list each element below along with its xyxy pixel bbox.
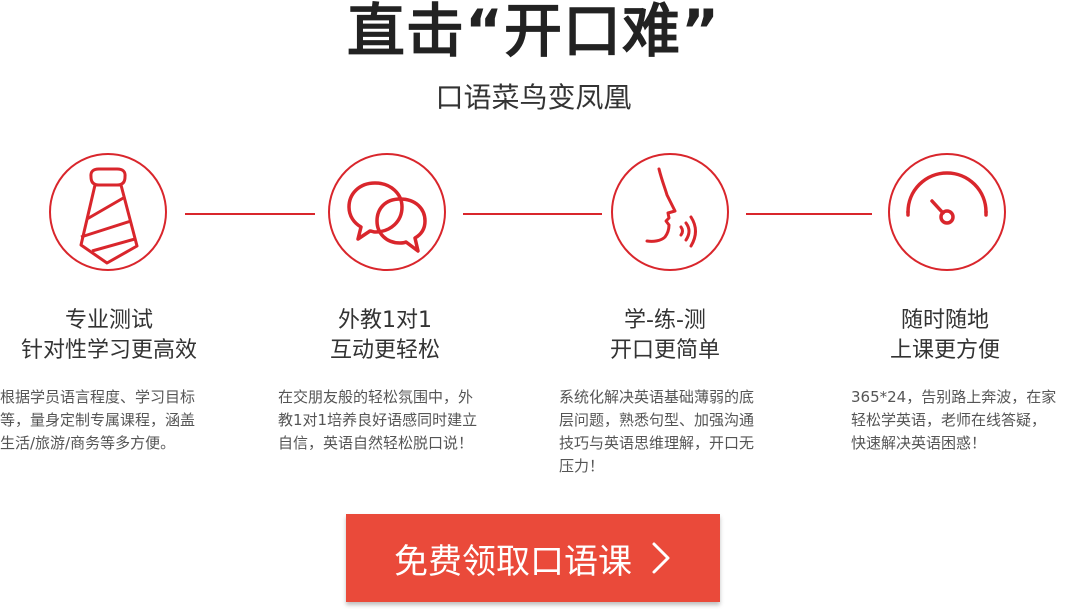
connector-line-2 bbox=[463, 213, 602, 215]
feature-desc-line: 轻松学英语，老师在线答疑， bbox=[851, 411, 1047, 429]
feature-desc-line: 生活/旅游/商务等多方便。 bbox=[0, 434, 176, 452]
feature-icon-circle-3 bbox=[611, 153, 729, 271]
feature-desc-1: 根据学员语言程度、学习目标 等，量身定制专属课程，涵盖 生活/旅游/商务等多方便… bbox=[0, 386, 225, 455]
cta-label: 免费领取口语课 bbox=[394, 541, 632, 582]
necktie-icon bbox=[79, 167, 139, 265]
feature-title-line: 外教1对1 bbox=[338, 308, 432, 333]
feature-desc-line: 技巧与英语思维理解，开口无 bbox=[559, 434, 755, 452]
feature-desc-line: 压力！ bbox=[559, 457, 605, 475]
connector-line-3 bbox=[746, 213, 872, 215]
feature-desc-line: 在交朋友般的轻松氛围中，外 bbox=[278, 388, 474, 406]
feature-desc-line: 系统化解决英语基础薄弱的底 bbox=[559, 388, 755, 406]
feature-desc-line: 根据学员语言程度、学习目标 bbox=[0, 388, 196, 406]
free-oral-class-button[interactable]: 免费领取口语课 bbox=[346, 514, 720, 602]
feature-title-line: 学-练-测 bbox=[624, 308, 706, 333]
feature-title-2: 外教1对1 互动更轻松 bbox=[260, 306, 510, 366]
feature-desc-line: 层问题，熟悉句型、加强沟通 bbox=[559, 411, 755, 429]
feature-title-line: 随时随地 bbox=[900, 308, 989, 333]
feature-desc-line: 自信，英语自然轻松脱口说！ bbox=[278, 434, 474, 452]
feature-title-line: 开口更简单 bbox=[609, 338, 720, 363]
feature-desc-2: 在交朋友般的轻松氛围中，外 教1对1培养良好语感同时建立 自信，英语自然轻松脱口… bbox=[278, 386, 503, 455]
chevron-right-icon bbox=[652, 542, 670, 574]
feature-title-4: 随时随地 上课更方便 bbox=[820, 306, 1067, 366]
page-subtitle: 口语菜鸟变凤凰 bbox=[435, 81, 632, 114]
feature-desc-line: 快速解决英语困惑！ bbox=[851, 434, 987, 452]
feature-icon-circle-1 bbox=[49, 153, 167, 271]
feature-title-3: 学-练-测 开口更简单 bbox=[540, 306, 790, 366]
feature-title-line: 上课更方便 bbox=[889, 338, 1000, 363]
connector-line-1 bbox=[185, 213, 315, 215]
speaking-face-icon bbox=[645, 167, 697, 248]
chat-bubbles-icon bbox=[347, 181, 427, 253]
feature-icon-circle-4 bbox=[888, 153, 1006, 271]
speedometer-icon bbox=[906, 171, 988, 225]
feature-title-line: 专业测试 bbox=[64, 308, 153, 333]
feature-desc-line: 教1对1培养良好语感同时建立 bbox=[278, 411, 478, 429]
feature-icon-circle-2 bbox=[328, 153, 446, 271]
feature-title-line: 互动更轻松 bbox=[329, 338, 440, 363]
feature-desc-line: 365*24，告别路上奔波，在家 bbox=[851, 388, 1057, 406]
feature-desc-line: 等，量身定制专属课程，涵盖 bbox=[0, 411, 196, 429]
page-title: 直击“开口难” bbox=[346, 0, 721, 65]
feature-desc-4: 365*24，告别路上奔波，在家 轻松学英语，老师在线答疑， 快速解决英语困惑！ bbox=[851, 386, 1067, 455]
feature-title-1: 专业测试 针对性学习更高效 bbox=[0, 306, 234, 366]
feature-title-line: 针对性学习更高效 bbox=[20, 338, 197, 363]
feature-desc-3: 系统化解决英语基础薄弱的底 层问题，熟悉句型、加强沟通 技巧与英语思维理解，开口… bbox=[559, 386, 784, 478]
